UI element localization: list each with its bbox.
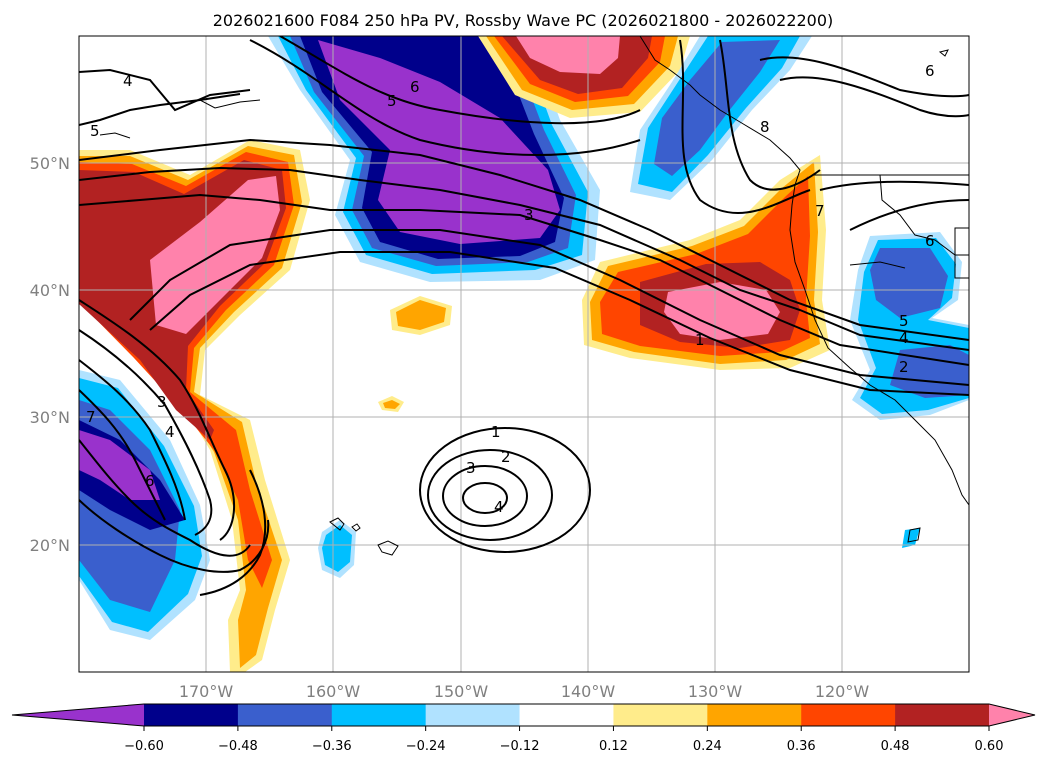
map-panel: 4 5 6 5 3 8 6 7 1 6 5 4 2 1 2 3 4 3 4 6 … <box>79 36 969 672</box>
contour-label: 1 <box>491 423 501 441</box>
colorbar-tick-label: −0.60 <box>124 739 164 754</box>
lat-tick-label: 30°N <box>30 408 70 427</box>
colorbar-tick-label: 0.36 <box>787 739 816 754</box>
contour-label: 6 <box>410 78 420 96</box>
contour-label: 4 <box>494 498 504 516</box>
contour-label: 5 <box>90 122 100 140</box>
colorbar-bin <box>519 704 614 726</box>
contour-label: 3 <box>466 459 476 477</box>
colorbar-tick-label: −0.24 <box>406 739 446 754</box>
small-anomaly-blobs <box>318 296 452 578</box>
contour-label: 7 <box>815 202 825 220</box>
colorbar-bin <box>707 704 802 726</box>
contour-label: 6 <box>925 232 935 250</box>
latitude-tick-labels: 50°N 40°N 30°N 20°N <box>30 154 70 555</box>
contour-label-group: 4 5 6 5 3 8 6 7 1 6 5 4 2 1 2 3 4 3 4 6 … <box>86 62 935 516</box>
colorbar-tick-label: 0.48 <box>881 739 910 754</box>
longitude-tick-labels: 170°W 160°W 150°W 140°W 130°W 120°W <box>179 682 870 701</box>
colorbar-tick-label: −0.48 <box>218 739 258 754</box>
contour-label: 2 <box>501 448 511 466</box>
positive-anomaly-alaska <box>478 36 690 118</box>
colorbar-tick-label: −0.12 <box>500 739 540 754</box>
lon-tick-label: 160°W <box>306 682 361 701</box>
contour-label: 8 <box>760 118 770 136</box>
lon-tick-label: 170°W <box>179 682 234 701</box>
colorbar-tick-label: 0.24 <box>693 739 722 754</box>
colorbar-bin <box>895 704 990 726</box>
contour-label: 6 <box>145 472 155 490</box>
lon-tick-label: 120°W <box>815 682 870 701</box>
map-gridlines <box>79 36 969 672</box>
colorbar-tick-label: 0.60 <box>975 739 1004 754</box>
colorbar-extend-high <box>989 704 1035 726</box>
coastlines <box>99 36 969 556</box>
contour-label: 4 <box>899 329 909 347</box>
contour-label: 1 <box>695 331 705 349</box>
colorbar-tick-label: −0.36 <box>312 739 352 754</box>
contour-label: 2 <box>899 358 909 376</box>
lat-tick-label: 50°N <box>30 154 70 173</box>
colorbar-bin <box>237 704 333 726</box>
contour-label: 6 <box>925 62 935 80</box>
lat-tick-label: 40°N <box>30 281 70 300</box>
lon-tick-label: 140°W <box>561 682 616 701</box>
lon-tick-label: 130°W <box>688 682 743 701</box>
contour-lines <box>79 36 969 596</box>
colorbar-bin <box>425 704 521 726</box>
contour-label: 7 <box>86 408 96 426</box>
contour-label: 4 <box>123 72 133 90</box>
colorbar-extend-low <box>12 704 144 726</box>
lat-tick-label: 20°N <box>30 536 70 555</box>
contour-label: 5 <box>899 312 909 330</box>
map-title: 2026021600 F084 250 hPa PV, Rossby Wave … <box>213 11 834 30</box>
negative-anomaly-southwest <box>79 370 210 640</box>
colorbar-bin <box>613 704 708 726</box>
contour-label: 3 <box>157 393 167 411</box>
colorbar-bin <box>144 704 239 726</box>
contour-label: 3 <box>524 206 534 224</box>
colorbar-bin <box>801 704 896 726</box>
colorbar: −0.60 −0.48 −0.36 −0.24 −0.12 0.12 0.24 0.36 0.4… <box>11 703 1036 754</box>
colorbar-tick-label: 0.12 <box>599 739 628 754</box>
colorbar-bin <box>331 704 427 726</box>
map-frame <box>78 35 970 673</box>
lon-tick-label: 150°W <box>434 682 489 701</box>
negative-anomaly-us-west <box>850 232 969 548</box>
contour-label: 4 <box>165 423 175 441</box>
contour-label: 5 <box>387 92 397 110</box>
